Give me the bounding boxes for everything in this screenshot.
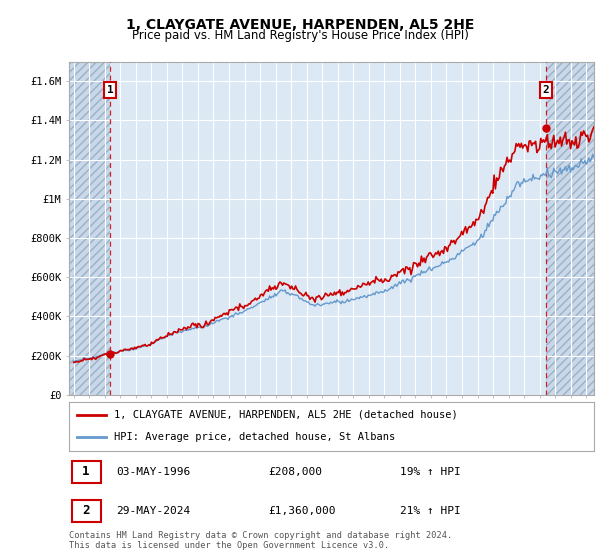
Text: 1, CLAYGATE AVENUE, HARPENDEN, AL5 2HE: 1, CLAYGATE AVENUE, HARPENDEN, AL5 2HE — [126, 18, 474, 32]
Text: 1: 1 — [107, 85, 113, 95]
Text: 1: 1 — [82, 465, 90, 478]
Text: £1,360,000: £1,360,000 — [269, 506, 336, 516]
Bar — [69, 62, 110, 395]
Text: £208,000: £208,000 — [269, 467, 323, 477]
Text: 2: 2 — [542, 85, 550, 95]
Text: 1, CLAYGATE AVENUE, HARPENDEN, AL5 2HE (detached house): 1, CLAYGATE AVENUE, HARPENDEN, AL5 2HE (… — [113, 410, 457, 420]
Text: 29-MAY-2024: 29-MAY-2024 — [116, 506, 191, 516]
Text: HPI: Average price, detached house, St Albans: HPI: Average price, detached house, St A… — [113, 432, 395, 442]
Text: 21% ↑ HPI: 21% ↑ HPI — [400, 506, 461, 516]
Text: Contains HM Land Registry data © Crown copyright and database right 2024.
This d: Contains HM Land Registry data © Crown c… — [69, 531, 452, 550]
Text: 19% ↑ HPI: 19% ↑ HPI — [400, 467, 461, 477]
Text: 03-MAY-1996: 03-MAY-1996 — [116, 467, 191, 477]
Text: 2: 2 — [82, 505, 90, 517]
Bar — [71, 460, 101, 483]
Bar — [71, 500, 101, 522]
Bar — [546, 62, 594, 395]
Text: Price paid vs. HM Land Registry's House Price Index (HPI): Price paid vs. HM Land Registry's House … — [131, 29, 469, 42]
